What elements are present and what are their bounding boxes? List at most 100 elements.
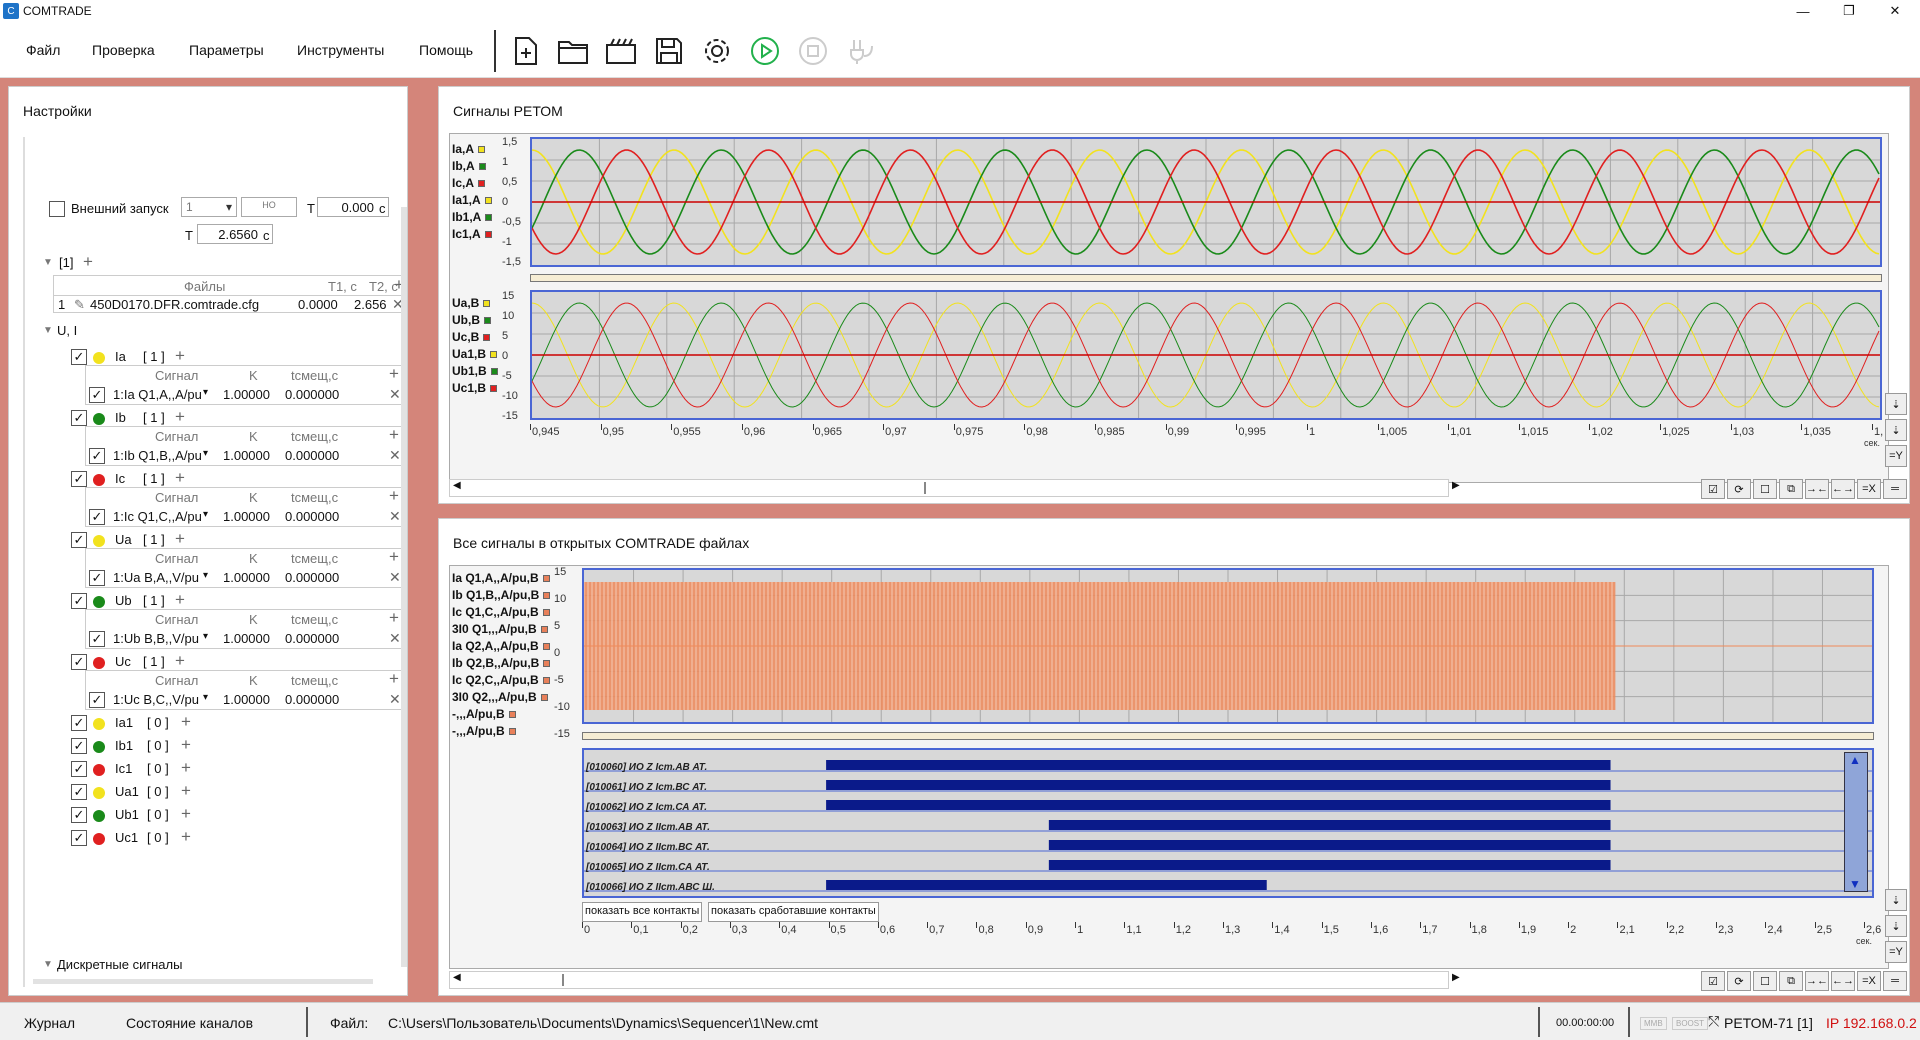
menu-file[interactable]: Файл bbox=[26, 42, 61, 58]
settings-hscrollbar[interactable] bbox=[33, 979, 373, 984]
channel-checkbox[interactable]: ✓ bbox=[71, 349, 87, 365]
play-icon[interactable] bbox=[748, 34, 782, 68]
signal-select[interactable]: 1:Uc B,C,,V/pu bbox=[113, 692, 199, 707]
retom-tool-button-6[interactable]: =X bbox=[1857, 479, 1881, 499]
channel-checkbox[interactable]: ✓ bbox=[71, 807, 87, 823]
open-folder-icon[interactable] bbox=[556, 34, 590, 68]
voltage-plot[interactable] bbox=[530, 290, 1882, 420]
discrete-scroll-down-icon[interactable]: ▼ bbox=[1849, 877, 1861, 891]
discrete-scrollbar[interactable]: ▲ ▼ bbox=[1844, 752, 1868, 892]
offset-value[interactable]: 0.000000 bbox=[285, 448, 340, 463]
all-signals-plot[interactable] bbox=[582, 568, 1874, 724]
remove-signal-icon[interactable]: ✕ bbox=[389, 508, 401, 524]
channel-checkbox[interactable]: ✓ bbox=[71, 784, 87, 800]
remove-signal-icon[interactable]: ✕ bbox=[389, 569, 401, 585]
retom-tool-button-1[interactable]: ⟳ bbox=[1727, 479, 1751, 499]
add-signal-icon[interactable]: + bbox=[181, 781, 191, 800]
discrete-scroll-up-icon[interactable]: ▲ bbox=[1849, 753, 1861, 767]
retom-tool-button-0[interactable]: ☑ bbox=[1701, 479, 1725, 499]
show-triggered-contacts-button[interactable]: показать сработавшие контакты bbox=[708, 902, 879, 922]
channel-checkbox[interactable]: ✓ bbox=[71, 593, 87, 609]
signal-select[interactable]: 1:Ub B,B,,V/pu bbox=[113, 631, 199, 646]
channel-checkbox[interactable]: ✓ bbox=[71, 761, 87, 777]
menu-check[interactable]: Проверка bbox=[92, 42, 155, 58]
channel-checkbox[interactable]: ✓ bbox=[71, 830, 87, 846]
chevron-down-icon[interactable]: ▾ bbox=[203, 631, 209, 642]
remove-signal-icon[interactable]: ✕ bbox=[389, 386, 401, 402]
legend-item[interactable]: Ib1,A bbox=[452, 210, 493, 224]
channel-checkbox[interactable]: ✓ bbox=[71, 410, 87, 426]
legend-item[interactable]: Ic,A bbox=[452, 176, 486, 190]
settings-vscrollbar[interactable] bbox=[401, 207, 407, 967]
channel-checkbox[interactable]: ✓ bbox=[71, 654, 87, 670]
k-value[interactable]: 1.00000 bbox=[223, 509, 270, 524]
retom-tool-button-5[interactable]: ←→ bbox=[1831, 479, 1855, 499]
trigger-select[interactable]: 1 ▾ bbox=[181, 197, 237, 217]
add-signal-icon[interactable]: + bbox=[181, 758, 191, 777]
legend-item[interactable]: Uc,B bbox=[452, 330, 491, 344]
menu-help[interactable]: Помощь bbox=[419, 42, 474, 58]
add-row-icon[interactable]: + bbox=[389, 364, 399, 383]
chevron-down-icon[interactable]: ▾ bbox=[203, 448, 209, 459]
retom-tool-button-7[interactable]: ═ bbox=[1883, 479, 1907, 499]
offset-value[interactable]: 0.000000 bbox=[285, 631, 340, 646]
all-signals-splitter[interactable] bbox=[582, 732, 1874, 740]
discrete-plot[interactable]: [010060] ИО Z Iст.АВ АТ. [010061] ИО Z Iс… bbox=[582, 748, 1874, 898]
signal-row-checkbox[interactable]: ✓ bbox=[89, 448, 105, 464]
retom-tool-button-3[interactable]: ⧉ bbox=[1779, 479, 1803, 499]
signal-row-checkbox[interactable]: ✓ bbox=[89, 692, 105, 708]
legend-item[interactable]: Ib Q1,B,,A/pu,B bbox=[452, 588, 551, 602]
legend-item[interactable]: Ia Q1,A,,A/pu,B bbox=[452, 571, 550, 585]
all-tool-button-4[interactable]: →← bbox=[1805, 971, 1829, 991]
all-side-button-2[interactable]: =Y bbox=[1885, 941, 1907, 963]
offset-value[interactable]: 0.000000 bbox=[285, 509, 340, 524]
signal-select[interactable]: 1:Ib Q1,B,,A/pu bbox=[113, 448, 202, 463]
table-row[interactable]: 1 ✎ 450D0170.DFR.comtrade.cfg 0.0000 2.6… bbox=[54, 295, 407, 313]
signal-select[interactable]: 1:Ua B,A,,V/pu bbox=[113, 570, 199, 585]
pencil-icon[interactable]: ✎ bbox=[74, 297, 85, 312]
menu-parameters[interactable]: Параметры bbox=[189, 42, 264, 58]
retom-hscroll[interactable]: ◀ ▶ bbox=[449, 479, 1460, 497]
channel-checkbox[interactable]: ✓ bbox=[71, 715, 87, 731]
add-signal-icon[interactable]: + bbox=[181, 827, 191, 846]
t2-input[interactable]: 2.6560 bbox=[197, 224, 273, 244]
all-scroll-right-icon[interactable]: ▶ bbox=[1452, 972, 1460, 983]
all-side-button-1[interactable]: ⇣ bbox=[1885, 915, 1907, 937]
channel-checkbox[interactable]: ✓ bbox=[71, 738, 87, 754]
legend-item[interactable]: -,,,A/pu,B bbox=[452, 724, 516, 738]
new-file-icon[interactable] bbox=[509, 34, 543, 68]
remove-signal-icon[interactable]: ✕ bbox=[389, 691, 401, 707]
add-signal-icon[interactable]: + bbox=[175, 407, 185, 426]
save-icon[interactable] bbox=[652, 34, 686, 68]
all-tool-button-5[interactable]: ←→ bbox=[1831, 971, 1855, 991]
expand-group1-icon[interactable]: ▼ bbox=[43, 257, 53, 268]
add-signal-icon[interactable]: + bbox=[175, 651, 185, 670]
signal-select[interactable]: 1:Ic Q1,C,,A/pu bbox=[113, 509, 202, 524]
legend-item[interactable]: Ic1,A bbox=[452, 227, 492, 241]
offset-value[interactable]: 0.000000 bbox=[285, 692, 340, 707]
current-plot[interactable] bbox=[530, 137, 1882, 267]
k-value[interactable]: 1.00000 bbox=[223, 631, 270, 646]
legend-item[interactable]: Ic Q2,C,,A/pu,B bbox=[452, 673, 550, 687]
all-scroll-left-icon[interactable]: ◀ bbox=[453, 972, 461, 983]
add-file-icon[interactable]: + bbox=[394, 275, 404, 294]
retom-side-button-1[interactable]: ⇣ bbox=[1885, 419, 1907, 441]
add-signal-icon[interactable]: + bbox=[181, 712, 191, 731]
add-row-icon[interactable]: + bbox=[389, 547, 399, 566]
offset-value[interactable]: 0.000000 bbox=[285, 387, 340, 402]
remove-signal-icon[interactable]: ✕ bbox=[389, 447, 401, 463]
remove-file-icon[interactable]: ✕ bbox=[392, 296, 404, 312]
stop-icon[interactable] bbox=[796, 34, 830, 68]
all-tool-button-2[interactable]: ☐ bbox=[1753, 971, 1777, 991]
add-signal-icon[interactable]: + bbox=[175, 590, 185, 609]
maximize-button[interactable]: ❐ bbox=[1843, 3, 1855, 18]
all-tool-button-1[interactable]: ⟳ bbox=[1727, 971, 1751, 991]
signal-row-checkbox[interactable]: ✓ bbox=[89, 631, 105, 647]
signal-row-checkbox[interactable]: ✓ bbox=[89, 570, 105, 586]
legend-item[interactable]: Ia1,A bbox=[452, 193, 492, 207]
all-tool-button-0[interactable]: ☑ bbox=[1701, 971, 1725, 991]
expand-discrete-icon[interactable]: ▼ bbox=[43, 959, 53, 970]
channel-checkbox[interactable]: ✓ bbox=[71, 532, 87, 548]
channels-state-tab[interactable]: Состояние каналов bbox=[126, 1015, 254, 1031]
add-signal-icon[interactable]: + bbox=[181, 804, 191, 823]
